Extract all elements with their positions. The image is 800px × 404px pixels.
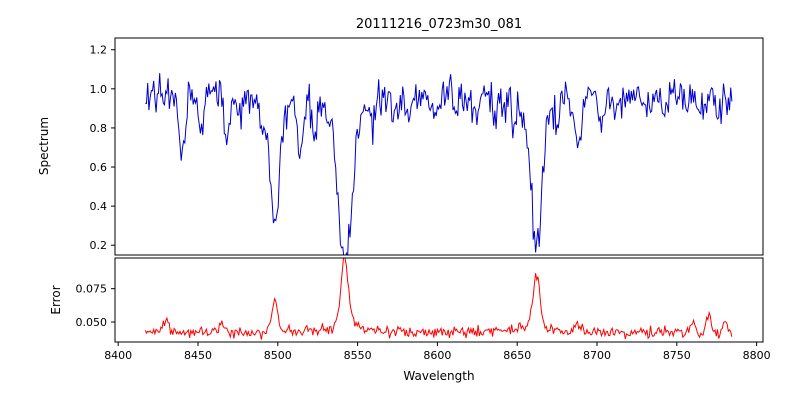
spectrum-panel-border	[114, 37, 764, 256]
x-tick-label: 8650	[503, 349, 531, 362]
x-tick-label: 8400	[104, 349, 132, 362]
y-axis-label-spectrum: Spectrum	[37, 117, 51, 175]
chart-title: 20111216_0723m30_081	[356, 17, 522, 32]
x-tick-label: 8500	[264, 349, 292, 362]
x-tick-label: 8700	[583, 349, 611, 362]
y-tick-label: 1.0	[90, 83, 108, 96]
y-tick-label: 0.075	[76, 283, 108, 296]
x-tick-label: 8600	[423, 349, 451, 362]
x-tick-label: 8550	[344, 349, 372, 362]
x-tick-label: 8800	[743, 349, 771, 362]
error-panel-border	[114, 257, 764, 343]
y-tick-label: 0.8	[90, 122, 108, 135]
y-tick-label: 0.4	[90, 200, 108, 213]
ticks-layer: 8400 8450 8500 8550 8600 8650 8700 8750 8800 0.2 0…	[76, 44, 771, 362]
y-tick-label: 0.2	[90, 239, 108, 252]
spectrum-data-line	[145, 73, 733, 255]
x-axis-label: Wavelength	[403, 369, 474, 383]
y-tick-label: 1.2	[90, 44, 108, 57]
x-tick-label: 8750	[663, 349, 691, 362]
y-tick-label: 0.6	[90, 161, 108, 174]
error-data-line	[144, 258, 733, 340]
y-axis-label-error: Error	[49, 285, 63, 314]
x-tick-label: 8450	[184, 349, 212, 362]
y-tick-label: 0.050	[76, 316, 108, 329]
